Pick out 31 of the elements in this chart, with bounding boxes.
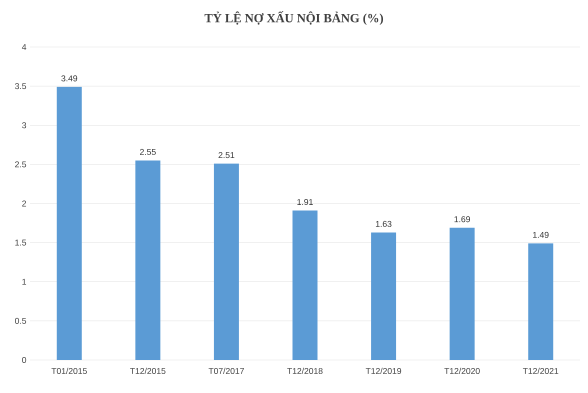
x-tick-label: T12/2020 xyxy=(444,368,480,374)
data-label: 1.69 xyxy=(454,216,470,222)
y-tick-label: 1 xyxy=(22,278,26,285)
bar xyxy=(450,228,475,360)
x-tick-label: T12/2015 xyxy=(130,368,166,374)
data-label: 3.49 xyxy=(61,75,78,82)
data-label: 1.49 xyxy=(533,232,549,238)
y-tick-label: 4 xyxy=(22,44,26,50)
y-tick-label: 3.5 xyxy=(14,83,26,90)
bar xyxy=(292,210,318,360)
x-tick-label: T07/2017 xyxy=(208,368,244,374)
y-tick-label: 2 xyxy=(22,200,26,206)
bar xyxy=(135,160,160,360)
chart-title: TỶ LỆ NỢ XẤU NỘI BẢNG (%) xyxy=(204,11,384,25)
bar xyxy=(56,86,82,360)
y-tick-label: 2.5 xyxy=(15,161,26,168)
x-tick-label: T12/2018 xyxy=(287,368,323,374)
y-tick-label: 0.5 xyxy=(14,318,26,324)
data-label: 1.91 xyxy=(297,199,313,206)
data-label: 2.55 xyxy=(140,148,156,155)
y-tick-label: 3 xyxy=(22,122,26,128)
x-tick-label: T01/2015 xyxy=(52,368,87,374)
x-tick-label: T12/2019 xyxy=(366,368,402,374)
data-label: 1.63 xyxy=(376,220,392,227)
y-tick-label: 0 xyxy=(22,356,26,364)
bar xyxy=(214,164,239,360)
bar xyxy=(371,232,396,360)
bar xyxy=(528,243,554,360)
x-tick-label: T12/2021 xyxy=(522,368,558,374)
y-tick-label: 1.5 xyxy=(15,240,26,246)
data-label: 2.51 xyxy=(218,152,234,158)
